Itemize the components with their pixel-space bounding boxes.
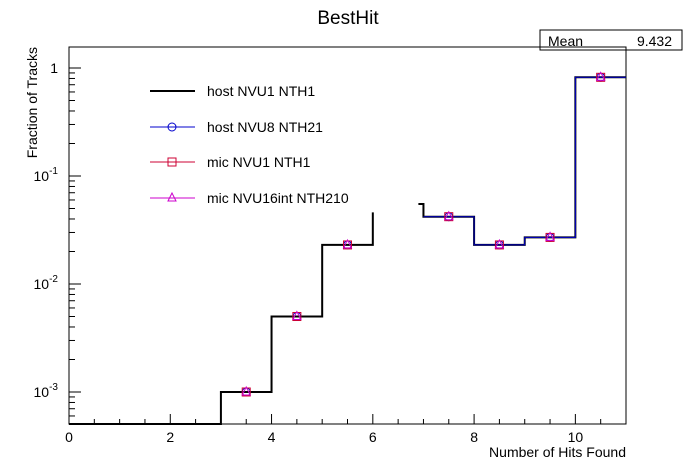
y-tick-label: 10-1 — [34, 166, 59, 184]
legend: host NVU1 NTH1 host NVU8 NTH21 mic NVU1 NT… — [150, 83, 349, 206]
marker-triangle — [342, 238, 353, 249]
legend-label: mic NVU16int NTH210 — [207, 190, 349, 206]
y-axis-label: Fraction of Tracks — [24, 47, 40, 158]
step-host-nvu8 — [423, 76, 626, 246]
series-layer — [69, 71, 626, 425]
marker-triangle — [241, 385, 252, 396]
x-tick-label: 6 — [369, 429, 377, 445]
x-tick-label: 2 — [166, 429, 174, 445]
stats-mean-label: Mean — [548, 33, 583, 49]
x-tick-label: 0 — [65, 429, 73, 445]
stats-box: Mean 9.432 — [539, 29, 683, 51]
legend-label: host NVU8 NTH21 — [207, 119, 323, 135]
x-tick-label: 10 — [568, 429, 584, 445]
y-tick-label: 10-3 — [34, 382, 59, 400]
chart-title: BestHit — [317, 8, 379, 29]
marker-triangle — [443, 210, 454, 221]
marker-triangle — [595, 71, 606, 81]
x-tick-label: 8 — [470, 429, 478, 445]
x-tick-label: 4 — [268, 429, 276, 445]
y-tick-label: 1 — [50, 60, 58, 76]
plot-frame — [68, 46, 627, 425]
x-axis-label: Number of Hits Found — [489, 444, 626, 460]
legend-label: host NVU1 NTH1 — [207, 83, 315, 99]
marker-triangle — [494, 238, 505, 249]
legend-marker-triangle — [167, 191, 177, 202]
marker-triangle — [545, 231, 555, 241]
histogram-host-nvu1-left — [69, 212, 374, 425]
x-axis: 0 2 4 6 8 10 — [65, 414, 627, 445]
marker-triangle — [292, 310, 302, 321]
legend-label: mic NVU1 NTH1 — [207, 154, 311, 170]
y-axis: 10-3 10-2 10-1 1 — [34, 60, 81, 426]
stats-box-frame — [539, 29, 683, 51]
y-tick-label: 10-2 — [34, 274, 59, 292]
stats-mean-value: 9.432 — [637, 33, 672, 49]
